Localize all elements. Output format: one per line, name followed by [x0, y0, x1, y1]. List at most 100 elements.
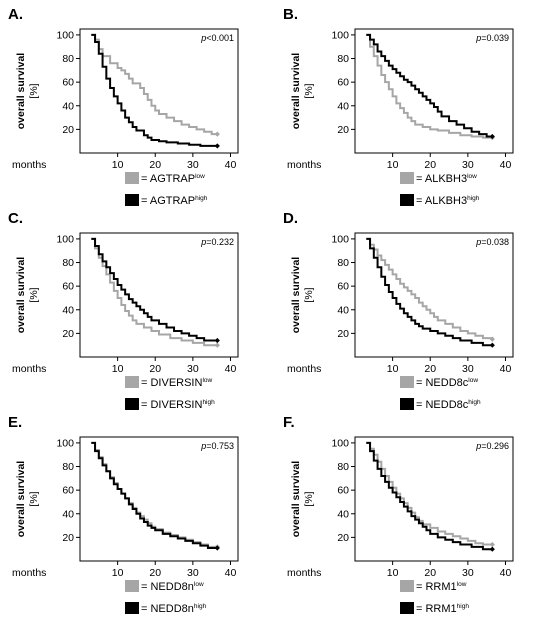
legend-label: = ALKBH3high: [416, 195, 480, 207]
y-axis-unit: [%]: [28, 287, 40, 302]
x-tick-label: 10: [387, 159, 399, 171]
x-tick-label: 40: [225, 159, 237, 171]
panel-letter: B.: [283, 6, 298, 23]
x-tick-label: 30: [187, 363, 199, 375]
y-tick-label: 60: [337, 77, 349, 89]
y-tick-label: 100: [331, 233, 349, 245]
legend-swatch-low: [400, 172, 414, 184]
legend-label: = DIVERSINhigh: [141, 399, 215, 411]
y-tick-label: 60: [62, 77, 74, 89]
plot-frame: [79, 232, 239, 358]
curve-end-marker: [489, 342, 495, 348]
y-tick-label: 40: [62, 304, 74, 316]
legend-swatch-low: [400, 376, 414, 388]
survival-curve-low: [91, 237, 218, 347]
p-value: p=0.753: [200, 441, 234, 451]
legend-gene: = AGTRAP: [141, 173, 195, 185]
survival-curve-high: [366, 441, 493, 551]
legend-gene: = NEDD8n: [141, 603, 194, 615]
km-panel-6: F. overall survival [%] 20 40 60 80 100 10 20 30 40…: [283, 414, 514, 615]
y-axis-unit: [%]: [303, 491, 315, 506]
x-tick-label: 30: [462, 567, 474, 579]
y-tick-label: 80: [62, 257, 74, 269]
km-panel-4: D. overall survival [%] 20 40 60 80 100 10 20 30 40…: [283, 210, 514, 411]
p-value-symbol: p: [475, 33, 481, 43]
y-tick-label: 40: [62, 508, 74, 520]
y-tick-label: 60: [62, 281, 74, 293]
legend-label: = RRM1low: [416, 581, 467, 593]
p-value-symbol: p: [200, 441, 206, 451]
p-value-number: =0.039: [481, 33, 509, 43]
legend-gene: = RRM1: [416, 603, 457, 615]
legend-label: = DIVERSINlow: [141, 377, 212, 389]
x-tick-label: 40: [500, 363, 512, 375]
legend-label: = AGTRAPhigh: [141, 195, 208, 207]
x-tick-label: 20: [424, 567, 436, 579]
legend-level: high: [202, 399, 215, 406]
survival-curve-low: [366, 33, 493, 139]
y-tick-label: 60: [337, 281, 349, 293]
x-tick-label: 20: [149, 159, 161, 171]
y-tick-label: 100: [331, 437, 349, 449]
x-tick-label: 10: [112, 159, 124, 171]
plot-frame: [354, 436, 514, 562]
p-value-number: =0.038: [481, 237, 509, 247]
survival-curve-high: [366, 237, 493, 347]
p-value-symbol: p: [200, 33, 206, 43]
legend-swatch-high: [400, 602, 414, 614]
x-axis-label: months: [12, 567, 46, 579]
legend-label: = NEDD8nhigh: [141, 603, 207, 615]
x-axis-label: months: [287, 159, 321, 171]
legend-gene: = NEDD8c: [416, 377, 469, 389]
p-value: p=0.039: [475, 33, 509, 43]
y-tick-label: 80: [337, 461, 349, 473]
y-tick-label: 80: [62, 461, 74, 473]
p-value: p=0.038: [475, 237, 509, 247]
x-tick-label: 10: [387, 567, 399, 579]
panel-letter: F.: [283, 414, 295, 431]
y-axis-label: overall survival: [290, 53, 302, 130]
legend-level: high: [457, 603, 470, 610]
legend-level: low: [467, 173, 477, 180]
legend-level: high: [467, 195, 480, 202]
y-axis-unit: [%]: [28, 491, 40, 506]
plot-frame: [354, 232, 514, 358]
x-tick-label: 10: [112, 567, 124, 579]
y-tick-label: 60: [62, 485, 74, 497]
y-tick-label: 20: [337, 532, 349, 544]
x-axis-label: months: [12, 363, 46, 375]
y-axis-label: overall survival: [15, 53, 27, 130]
x-tick-label: 30: [187, 567, 199, 579]
y-tick-label: 100: [331, 29, 349, 41]
legend-label: = RRM1high: [416, 603, 469, 615]
curve-end-marker: [214, 545, 220, 551]
y-tick-label: 20: [62, 328, 74, 340]
y-tick-label: 20: [337, 328, 349, 340]
p-value-number: <0.001: [206, 33, 234, 43]
km-panel-3: C. overall survival [%] 20 40 60 80 100 10 20 30 40…: [8, 210, 239, 411]
y-tick-label: 100: [56, 29, 74, 41]
y-tick-label: 100: [56, 437, 74, 449]
legend-label: = AGTRAPlow: [141, 173, 205, 185]
survival-curve-high: [91, 33, 218, 147]
legend-level: low: [457, 581, 467, 588]
km-panel-1: A. overall survival [%] 20 40 60 80 100 10 20 30 40…: [8, 6, 239, 207]
x-tick-label: 20: [149, 567, 161, 579]
km-panel-2: B. overall survival [%] 20 40 60 80 100 10 20 30 40…: [283, 6, 514, 207]
y-tick-label: 60: [337, 485, 349, 497]
y-tick-label: 20: [62, 124, 74, 136]
plot-frame: [79, 436, 239, 562]
legend-gene: = ALKBH3: [416, 195, 467, 207]
x-axis-label: months: [287, 567, 321, 579]
x-tick-label: 30: [187, 159, 199, 171]
legend-swatch-high: [125, 398, 139, 410]
legend-swatch-low: [125, 580, 139, 592]
survival-curve-low: [91, 33, 218, 136]
y-tick-label: 80: [337, 53, 349, 65]
legend-label: = ALKBH3low: [416, 173, 477, 185]
legend-swatch-low: [400, 580, 414, 592]
y-tick-label: 40: [337, 100, 349, 112]
km-panel-5: E. overall survival [%] 20 40 60 80 100 10 20 30 40…: [8, 414, 239, 615]
p-value: p=0.296: [475, 441, 509, 451]
